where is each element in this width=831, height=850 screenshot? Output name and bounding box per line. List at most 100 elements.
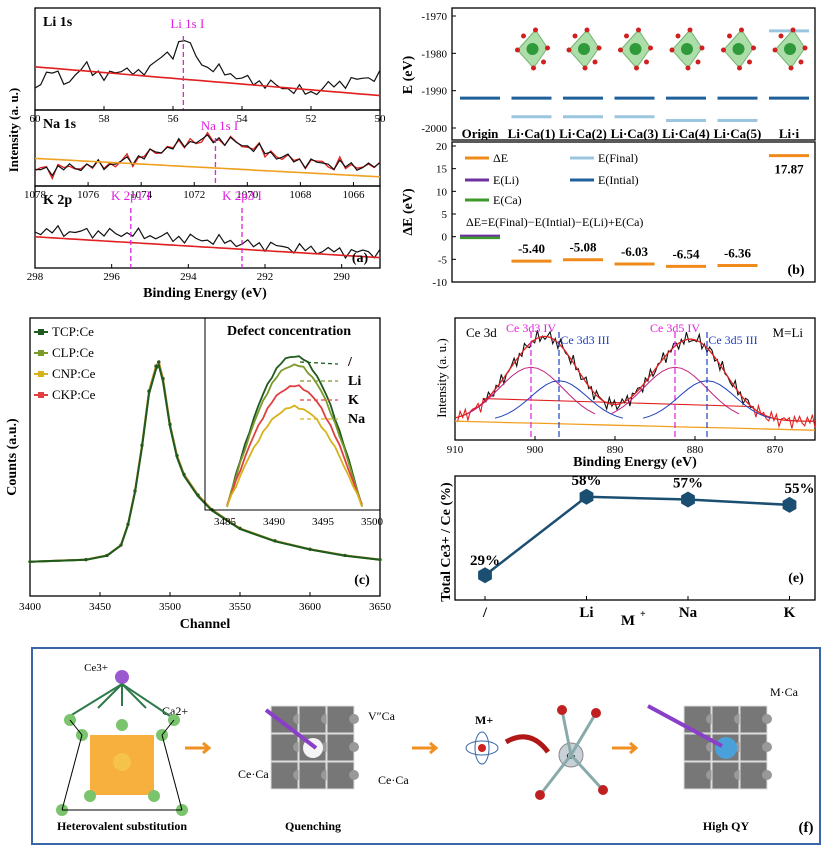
a-tick-label: 290 xyxy=(333,271,350,283)
f-bond xyxy=(161,719,175,736)
c-tick-label: 3600 xyxy=(299,601,322,613)
c-legend-label: CKP:Ce xyxy=(52,387,96,402)
f-oxygen-icon xyxy=(557,705,567,715)
c-legend-label: CNP:Ce xyxy=(52,366,96,381)
b-tick-label: -2000 xyxy=(421,123,447,135)
c-tick-label: 3650 xyxy=(369,601,392,613)
e-value-label: 58% xyxy=(572,473,602,489)
f-puzzle-quench xyxy=(270,705,359,790)
f-ray xyxy=(264,708,318,750)
e-value-label: 57% xyxy=(673,476,703,492)
f-substitution-icon xyxy=(715,737,737,759)
a-xlabel: Binding Energy (eV) xyxy=(143,286,267,301)
f-center-atom xyxy=(113,753,131,771)
b-value-label: -5.40 xyxy=(518,241,545,256)
a-peak-label: K 2p1 I xyxy=(111,188,151,203)
c-inset-arrow xyxy=(299,361,339,365)
b-crystal-icon xyxy=(772,27,808,71)
f-label-vacancy: V″Ca xyxy=(368,709,396,723)
f-arrow xyxy=(121,683,171,717)
f-caption: Heterovalent substitution xyxy=(57,819,187,833)
a-peak-label: Na 1s I xyxy=(201,118,239,133)
a-na-red-line xyxy=(34,131,381,181)
c-legend-label: CLP:Ce xyxy=(52,345,94,360)
b-bottom-ylabel: ΔE (eV) xyxy=(401,188,416,236)
c-legend-label: TCP:Ce xyxy=(52,324,94,339)
f-label-ce-left: Ce·Ca xyxy=(238,767,269,781)
c-point xyxy=(238,526,242,531)
c-tick-label: 3450 xyxy=(89,601,112,613)
b-category-label: Li·Ca(5) xyxy=(714,126,762,141)
e-frame xyxy=(454,475,816,601)
c-point xyxy=(157,360,161,364)
a-subplot-name: Li 1s xyxy=(43,15,73,30)
b-tick-label: 5 xyxy=(442,209,448,221)
e-xlabel: M xyxy=(621,613,635,629)
e-ylabel: Total Ce3+ / Ce (%) xyxy=(439,482,454,602)
d-component-line xyxy=(466,366,596,415)
b-category-label: Li·Ca(2) xyxy=(559,126,607,141)
b-crystal-icon xyxy=(566,27,602,71)
a-tick-label: 54 xyxy=(237,113,249,125)
a-fit-line xyxy=(34,157,381,178)
a-tick-label: 1070 xyxy=(236,189,259,201)
b-legend-label: E(Final) xyxy=(598,151,638,165)
a-raw-line xyxy=(34,224,381,260)
d-frame xyxy=(454,317,816,441)
e-line xyxy=(484,495,790,577)
d-tick-label: 870 xyxy=(767,444,784,456)
c-point xyxy=(168,422,172,426)
d-peak-label: Ce 3d5 III xyxy=(708,333,757,347)
c-tick-label: 3550 xyxy=(229,601,252,613)
f-ce-label: Ce3+ xyxy=(84,662,108,674)
e-category-label: Na xyxy=(679,605,698,621)
f-atom-icon xyxy=(148,790,160,802)
d-peak-label: Ce 3d3 IV xyxy=(506,321,556,335)
f-bond xyxy=(69,719,83,736)
b-legend-label: E(Ca) xyxy=(493,193,522,207)
b-value-label: 17.87 xyxy=(774,162,804,177)
d-component-line xyxy=(610,366,740,415)
b-value-label: -5.08 xyxy=(569,240,597,255)
f-red-arrow xyxy=(504,734,550,754)
c-ylabel: Counts (a.u.) xyxy=(5,418,20,496)
f-step-arrow xyxy=(185,741,212,755)
c-tick-label: 3400 xyxy=(19,601,42,613)
f-atom-icon xyxy=(84,790,96,802)
e-xlabel-sup: + xyxy=(640,609,646,620)
e-category-label: Li xyxy=(579,605,593,621)
d-peak-label: Ce 3d5 IV xyxy=(650,321,700,335)
d-tick-label: 900 xyxy=(527,444,544,456)
a-ylabel: Intensity (a. u.) xyxy=(6,88,21,173)
c-point xyxy=(378,558,382,562)
c-inset-frame xyxy=(204,317,381,511)
d-xlabel: Binding Energy (eV) xyxy=(573,455,697,470)
b-bottom-frame xyxy=(451,141,816,283)
a-tick-label: 292 xyxy=(257,271,274,283)
b-value-label: -6.03 xyxy=(621,244,649,259)
c-inset-line xyxy=(226,384,363,506)
f-caption: High QY xyxy=(703,819,750,833)
a-fit-line xyxy=(34,236,381,259)
c-point xyxy=(161,377,165,381)
b-tick-label: -5 xyxy=(438,254,448,266)
c-legend-marker xyxy=(38,371,44,377)
c-inset-line xyxy=(226,363,363,508)
a-raw-line xyxy=(34,39,381,96)
c-tick-label: 3500 xyxy=(159,601,182,613)
f-m-label: M+ xyxy=(475,713,493,727)
d-peak-label: Ce 3d3 III xyxy=(560,333,609,347)
e-value-label: 29% xyxy=(470,553,500,569)
c-inset-tick-label: 3485 xyxy=(214,516,237,528)
e-panel-label: (e) xyxy=(788,571,804,586)
b-legend-label: E(Intial) xyxy=(598,173,639,187)
b-tick-label: -1970 xyxy=(421,11,447,23)
d-component-line xyxy=(642,380,772,419)
c-point xyxy=(175,454,179,458)
c-point xyxy=(133,489,137,493)
f-step-arrow xyxy=(612,741,639,755)
a-tick-label: 296 xyxy=(103,271,120,283)
c-inset-tick-label: 3490 xyxy=(263,516,286,528)
d-tick-label: 890 xyxy=(607,444,624,456)
f-step-arrow xyxy=(412,741,439,755)
